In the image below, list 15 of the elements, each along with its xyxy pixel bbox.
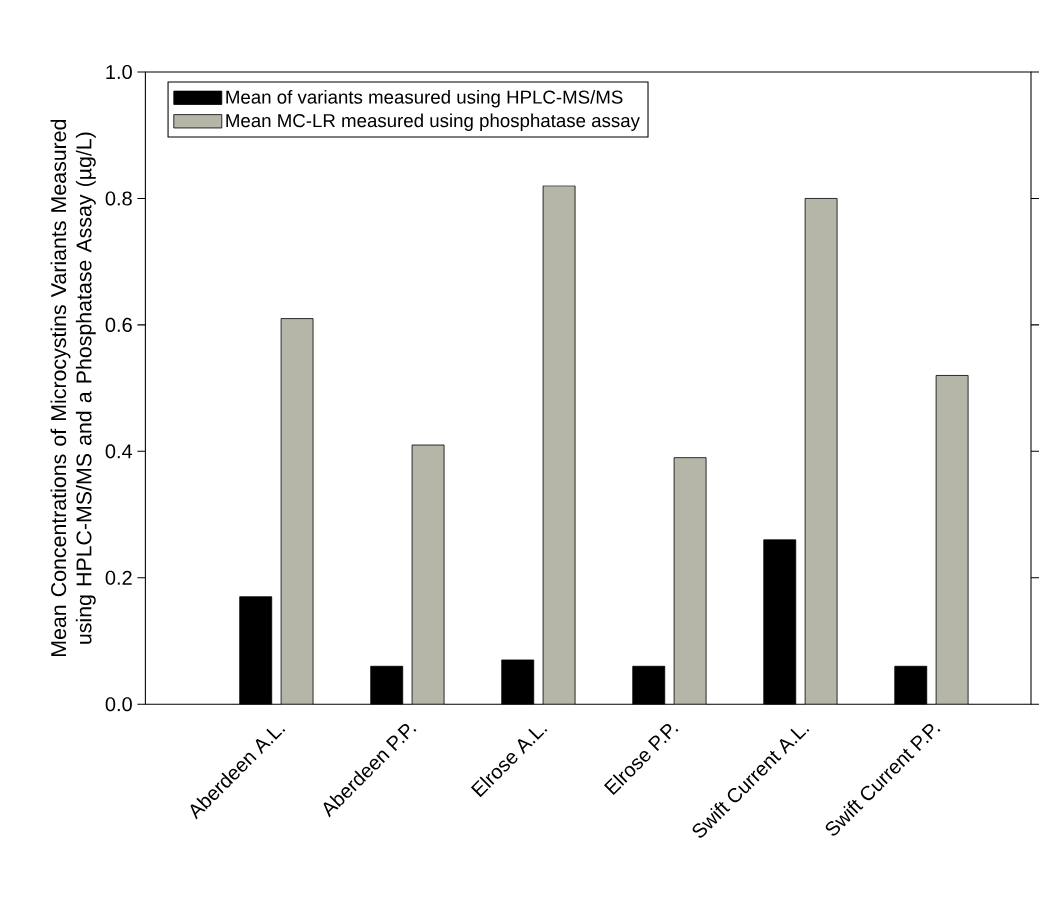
y-tick-label: 0.4 <box>105 444 133 459</box>
bar <box>935 375 969 705</box>
y-axis-title: Mean Concentrations of Microcystins Variants Measured using HPLC-MS/MS and a Phosphatase Assay (µg/L) <box>50 120 96 657</box>
bar <box>280 318 314 705</box>
y-tick-label: 1.0 <box>106 65 132 80</box>
y-tick-label: 0.0 <box>105 697 132 712</box>
y-tick-label: 0.6 <box>105 318 132 333</box>
legend-label: Mean MC-LR measured using phosphatase assay <box>226 113 640 132</box>
bar <box>673 457 707 705</box>
legend-label: Mean of variants measured using HPLC-MS/MS <box>226 90 623 108</box>
bar <box>542 185 576 705</box>
y-tick-label: 0.8 <box>105 191 132 206</box>
bar <box>411 444 445 705</box>
bar <box>804 198 838 705</box>
y-tick-label: 0.2 <box>105 570 132 586</box>
